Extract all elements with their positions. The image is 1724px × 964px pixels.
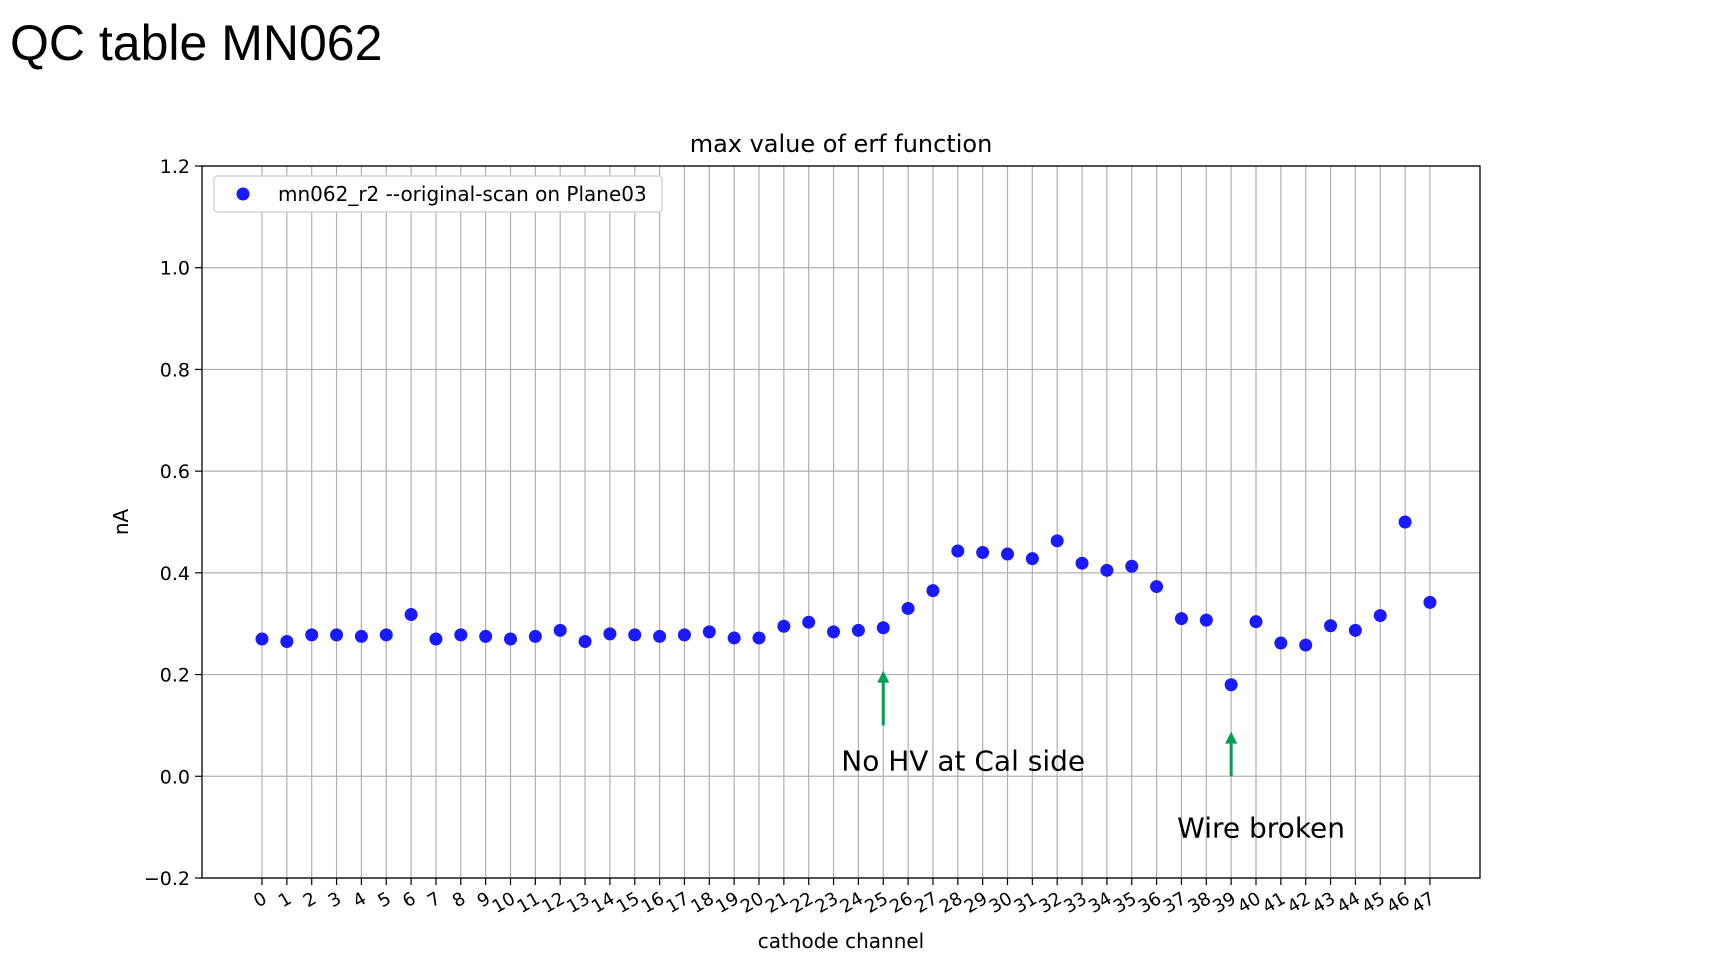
data-point	[1274, 636, 1288, 650]
data-point	[628, 628, 642, 642]
legend: mn062_r2 --original-scan on Plane03	[213, 175, 663, 213]
data-point	[454, 628, 468, 642]
grid-lines	[202, 165, 1480, 879]
data-point	[653, 629, 667, 643]
data-point	[504, 632, 517, 646]
x-tick-label: 7	[424, 888, 444, 912]
data-point	[1373, 609, 1387, 623]
x-tick-label: 3	[325, 888, 345, 912]
x-tick-label: 8	[449, 888, 469, 912]
x-tick-label: 0	[250, 888, 270, 912]
data-point	[553, 623, 567, 637]
data-point	[1174, 612, 1188, 626]
y-axis: −0.2 0.0 0.2 0.4 0.6 0.8 1.0 1.2	[144, 156, 202, 890]
legend-box	[213, 175, 663, 213]
x-tick-label: 1	[275, 888, 295, 912]
data-point	[1050, 534, 1064, 548]
data-point	[1100, 563, 1114, 577]
data-point	[479, 629, 493, 643]
data-point	[1324, 619, 1338, 633]
data-point	[379, 628, 393, 642]
x-tick-label: 2	[300, 888, 320, 912]
x-tick-label: 4	[349, 888, 369, 912]
data-point	[901, 601, 915, 615]
data-point	[827, 625, 841, 639]
data-point	[1199, 613, 1213, 627]
annotation-arrowhead-no-hv	[877, 670, 890, 683]
y-tick-label: 0.6	[160, 461, 190, 483]
data-point	[1125, 559, 1139, 573]
data-point	[851, 623, 865, 637]
data-point	[1249, 615, 1263, 629]
data-point	[528, 629, 542, 643]
data-point	[1224, 678, 1238, 692]
annotation-no-hv: No HV at Cal side	[841, 744, 1085, 777]
y-tick-label: 0.4	[160, 563, 190, 585]
y-tick-label: 1.2	[160, 156, 190, 178]
data-point	[354, 629, 368, 643]
annotations: No HV at Cal side Wire broken	[841, 670, 1345, 844]
data-point	[727, 631, 741, 645]
data-point	[926, 584, 940, 598]
data-point	[404, 608, 418, 622]
data-point	[876, 621, 890, 635]
data-point	[976, 546, 990, 560]
data-point	[330, 628, 344, 642]
data-point	[777, 619, 791, 633]
legend-marker	[236, 187, 250, 201]
data-points	[255, 515, 1437, 692]
data-point	[578, 635, 592, 649]
data-point	[802, 615, 816, 629]
x-tick-label: 5	[374, 888, 394, 912]
data-point	[951, 544, 965, 558]
slide-title: QC table MN062	[10, 15, 383, 71]
annotation-arrowhead-wire-broken	[1225, 731, 1238, 744]
data-point	[1423, 595, 1437, 609]
data-point	[1075, 556, 1089, 570]
y-tick-label: −0.2	[144, 868, 190, 890]
x-axis-label: cathode channel	[758, 929, 925, 953]
chart-title: max value of erf function	[690, 130, 993, 158]
data-point	[1150, 580, 1164, 594]
data-point	[1025, 552, 1039, 566]
legend-entry: mn062_r2 --original-scan on Plane03	[278, 182, 647, 206]
data-point	[603, 627, 617, 641]
y-tick-label: 1.0	[160, 258, 190, 280]
y-tick-label: 0.0	[160, 766, 190, 788]
data-point	[752, 631, 766, 645]
y-tick-label: 0.2	[160, 665, 190, 687]
data-point	[1299, 638, 1313, 652]
y-axis-label: nA	[109, 509, 133, 536]
data-point	[1348, 623, 1362, 637]
annotation-wire-broken: Wire broken	[1177, 811, 1345, 844]
data-point	[677, 628, 691, 642]
data-point	[429, 632, 443, 646]
data-point	[702, 625, 716, 639]
x-tick-label: 6	[399, 888, 419, 912]
y-tick-label: 0.8	[160, 359, 190, 381]
data-point	[280, 635, 294, 649]
x-tick-label: 47	[1408, 888, 1438, 918]
plot-frame	[201, 165, 1481, 879]
data-point	[1001, 547, 1014, 561]
x-axis: 0 1 2 3 4 5 6 7 8 9101112131415161718192021222324…	[250, 878, 1438, 918]
data-point	[255, 632, 269, 646]
data-point	[305, 628, 319, 642]
data-point	[1398, 515, 1412, 529]
